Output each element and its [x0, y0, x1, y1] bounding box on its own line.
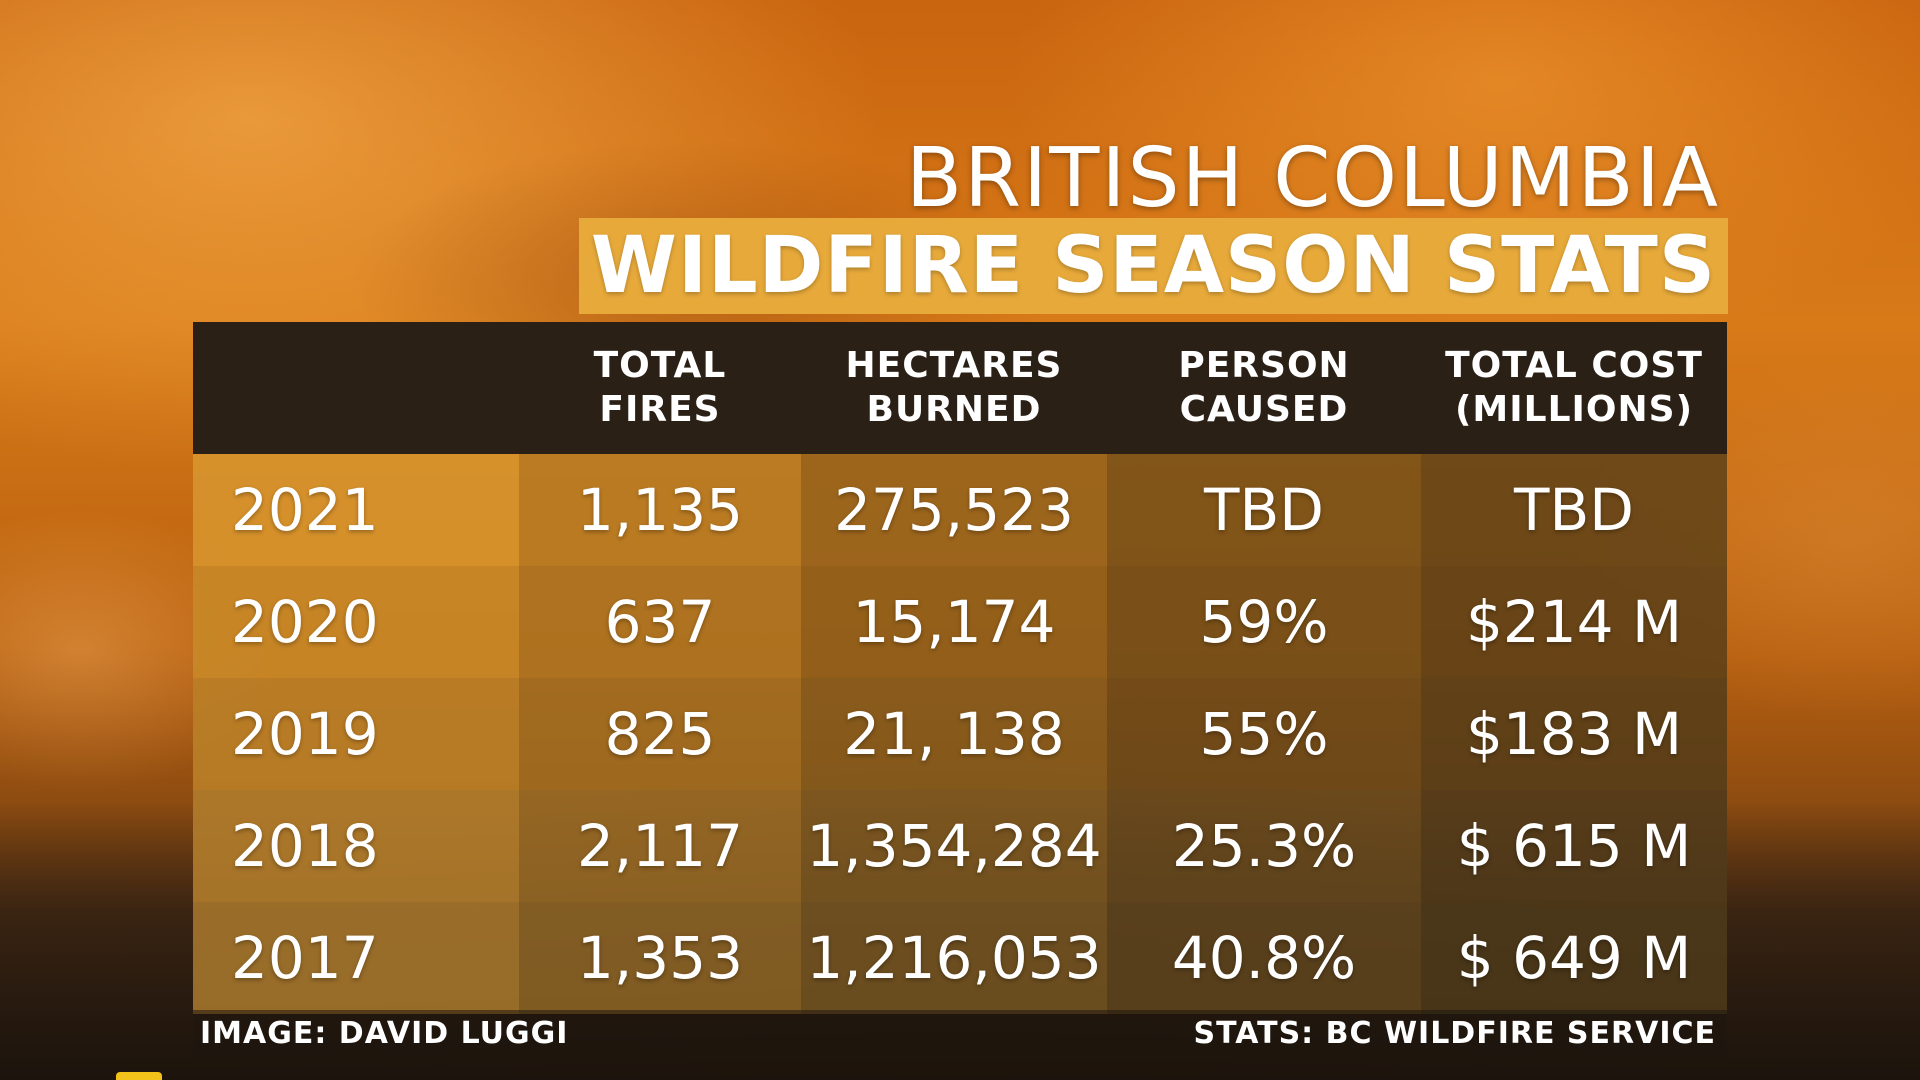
weather-network-logo-icon	[116, 1072, 162, 1080]
header-row: TOTAL FIRES HECTARES BURNED PERSON CAUSE…	[193, 322, 1727, 454]
header-cell-hectares-burned: HECTARES BURNED	[801, 322, 1107, 454]
cell-total-cost: $ 615 M	[1421, 790, 1727, 902]
cell-hectares-burned: 1,354,284	[801, 790, 1107, 902]
header-text: PERSON	[1178, 345, 1350, 386]
table-row: 2017 1,353 1,216,053 40.8% $ 649 M	[193, 902, 1727, 1014]
header-text: BURNED	[866, 389, 1042, 430]
header-text: TOTAL	[593, 345, 727, 386]
cell-hectares-burned: 1,216,053	[801, 902, 1107, 1014]
cell-total-fires: 1,135	[519, 454, 801, 566]
table-row: 2019 825 21, 138 55% $183 M	[193, 678, 1727, 790]
cell-total-fires: 1,353	[519, 902, 801, 1014]
header-text: (MILLIONS)	[1454, 389, 1694, 430]
header-text: CAUSED	[1179, 389, 1349, 430]
cell-year: 2020	[193, 566, 519, 678]
cell-year: 2018	[193, 790, 519, 902]
cell-year: 2021	[193, 454, 519, 566]
image-credit: IMAGE: DAVID LUGGI	[200, 1016, 569, 1051]
stats-credit: STATS: BC WILDFIRE SERVICE	[1193, 1016, 1716, 1051]
cell-hectares-burned: 21, 138	[801, 678, 1107, 790]
wildfire-stats-table: TOTAL FIRES HECTARES BURNED PERSON CAUSE…	[193, 322, 1727, 1014]
header-text: TOTAL COST	[1445, 345, 1703, 386]
cell-person-caused: 25.3%	[1107, 790, 1421, 902]
cell-total-fires: 825	[519, 678, 801, 790]
cell-hectares-burned: 15,174	[801, 566, 1107, 678]
table-row: 2018 2,117 1,354,284 25.3% $ 615 M	[193, 790, 1727, 902]
header-cell-total-fires: TOTAL FIRES	[519, 322, 801, 454]
title-province: BRITISH COLUMBIA	[905, 131, 1720, 226]
cell-year: 2017	[193, 902, 519, 1014]
cell-person-caused: 55%	[1107, 678, 1421, 790]
credits-bar	[193, 1010, 1727, 1060]
cell-total-cost: $214 M	[1421, 566, 1727, 678]
table-row: 2021 1,135 275,523 TBD TBD	[193, 454, 1727, 566]
cell-total-fires: 2,117	[519, 790, 801, 902]
table-row: 2020 637 15,174 59% $214 M	[193, 566, 1727, 678]
cell-total-cost: TBD	[1421, 454, 1727, 566]
cell-hectares-burned: 275,523	[801, 454, 1107, 566]
header-text: FIRES	[599, 389, 721, 430]
header-cell-year	[193, 322, 519, 454]
cell-year: 2019	[193, 678, 519, 790]
cell-person-caused: TBD	[1107, 454, 1421, 566]
cell-total-cost: $183 M	[1421, 678, 1727, 790]
header-cell-total-cost: TOTAL COST (MILLIONS)	[1421, 322, 1727, 454]
header-cell-person-caused: PERSON CAUSED	[1107, 322, 1421, 454]
header-text: HECTARES	[845, 345, 1063, 386]
cell-total-cost: $ 649 M	[1421, 902, 1727, 1014]
cell-total-fires: 637	[519, 566, 801, 678]
cell-person-caused: 59%	[1107, 566, 1421, 678]
title-banner: WILDFIRE SEASON STATS	[578, 218, 1728, 314]
cell-person-caused: 40.8%	[1107, 902, 1421, 1014]
